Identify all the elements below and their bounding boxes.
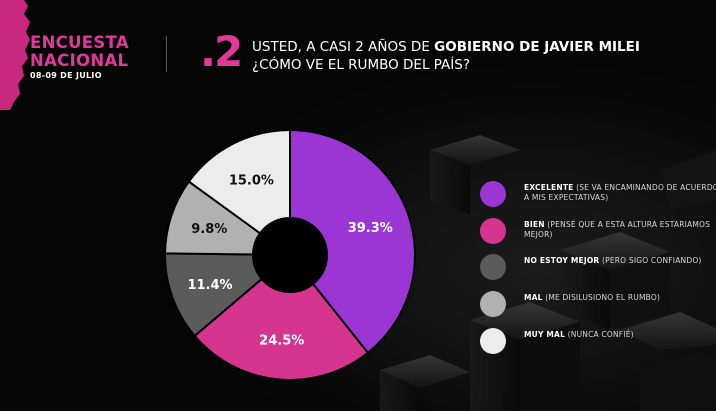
legend-swatch [480,327,506,354]
legend-label: MUY MAL [524,329,566,339]
legend-sublabel: (SE VA ENCAMINANDO DE ACUERDO A MIS EXPE… [524,183,716,202]
brand-title-line2: NACIONAL [30,51,129,70]
question-text: USTED, A CASI 2 AÑOS DE GOBIERNO DE JAVI… [252,38,640,74]
survey-date: 08-09 DE JULIO [30,71,102,80]
legend-text: MUY MAL (NUNCA CONFIÉ) [524,330,716,340]
legend-text: MAL (ME DISILUSIONO EL RUMBO) [524,293,716,303]
question-line-1-prefix: USTED, A CASI 2 AÑOS DE [252,39,435,55]
legend-label: BIEN [524,219,545,229]
slice-label-no-estoy-mejor: 11.4% [187,278,232,293]
argentina-map-silhouette [0,0,30,110]
question-number: .2 [200,27,243,76]
brand-title-line1: ENCUESTA [30,33,129,52]
slice-label-mal: 9.8% [191,222,227,237]
legend-sublabel: (ME DISILUSIONO EL RUMBO) [542,293,661,303]
legend-swatch [480,291,506,318]
legend-sublabel: (PENSÉ QUE A ESTA ALTURA ESTARIAMOS MEJO… [524,219,711,239]
question-line-2: ¿CÓMO VE EL RUMBO DEL PAÍS? [252,57,470,73]
legend-label: MAL [524,293,543,303]
legend-label: EXCELENTE [524,183,574,192]
slice-label-bien: 24.5% [259,334,304,349]
legend-text: BIEN (PENSÉ QUE A ESTA ALTURA ESTARIAMOS… [524,220,716,240]
legend-swatch [480,254,506,281]
slice-label-muy-mal: 15.0% [229,173,274,188]
question-line-1-bold: GOBIERNO DE JAVIER MILEI [434,39,640,55]
question-line-1: USTED, A CASI 2 AÑOS DE GOBIERNO DE JAVI… [252,38,640,56]
legend-sublabel: (PERO SIGO CONFIANDO) [599,256,702,266]
brand-block: ENCUESTA NACIONAL 08-09 DE JULIO [30,33,129,81]
legend-text: NO ESTOY MEJOR (PERO SIGO CONFIANDO) [524,256,716,266]
donut-hole [253,218,327,292]
legend-sublabel: (NUNCA CONFIÉ) [565,329,634,339]
legend-swatch [480,217,506,244]
legend-label: NO ESTOY MEJOR [524,256,600,266]
header-divider [166,36,167,72]
donut-chart: 39.3% 24.5% 11.4% 9.8% 15.0% [163,128,416,381]
legend-swatch [480,181,506,207]
slice-label-excelente: 39.3% [348,221,393,236]
legend-text: EXCELENTE (SE VA ENCAMINANDO DE ACUERDO … [524,183,716,203]
